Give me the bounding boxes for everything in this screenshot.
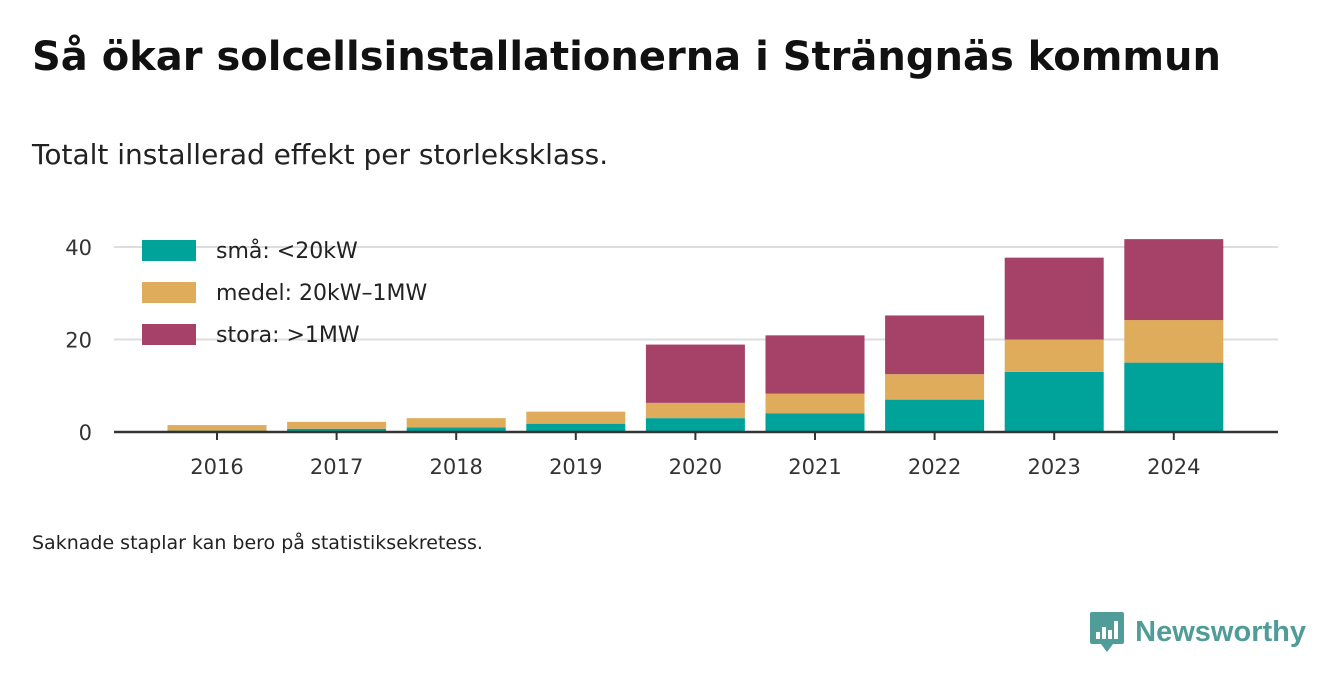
- x-axis-ticks: 2016 2017 2018 2019 2020 2021 2022 2023 2024: [190, 432, 1201, 479]
- newsworthy-logo[interactable]: Newsworthy: [1089, 610, 1306, 654]
- bar-2020-series-0[interactable]: [645, 418, 745, 432]
- legend-label-1: medel: 20kW–1MW: [216, 281, 427, 306]
- legend-label-0: små: <20kW: [216, 238, 358, 264]
- legend: små: <20kW medel: 20kW–1MW stora: >1MW: [142, 238, 427, 348]
- x-tick-label-2021: 2021: [788, 455, 841, 479]
- bar-2018-series-0[interactable]: [406, 427, 506, 432]
- bar-2019-series-1[interactable]: [526, 411, 626, 424]
- y-tick-label-20: 20: [65, 329, 92, 353]
- bar-2020-series-2[interactable]: [645, 344, 745, 403]
- bar-2017-series-1[interactable]: [287, 421, 387, 429]
- bars: [167, 239, 1224, 433]
- brand-name: Newsworthy: [1135, 615, 1306, 648]
- bar-2020-series-1[interactable]: [645, 402, 745, 419]
- bar-2022-series-0[interactable]: [885, 399, 985, 432]
- bar-2017-series-0[interactable]: [287, 428, 387, 432]
- bar-chart-speech-bubble-icon: [1090, 612, 1125, 652]
- legend-swatch-2: [142, 324, 196, 345]
- x-tick-label-2024: 2024: [1147, 455, 1200, 479]
- legend-swatch-1: [142, 282, 196, 303]
- chart-subtitle: Totalt installerad effekt per storlekskl…: [32, 138, 609, 171]
- bar-2023-series-1[interactable]: [1004, 339, 1104, 372]
- bar-2019-series-0[interactable]: [526, 423, 626, 432]
- bar-2024-series-1[interactable]: [1124, 320, 1224, 363]
- y-tick-label-40: 40: [65, 236, 92, 260]
- bar-2022-series-2[interactable]: [885, 315, 985, 375]
- x-tick-label-2019: 2019: [549, 455, 602, 479]
- bar-2024-series-2[interactable]: [1124, 239, 1224, 321]
- legend-item-0[interactable]: små: <20kW: [142, 238, 358, 264]
- bar-2023-series-2[interactable]: [1004, 257, 1104, 340]
- footnote: Saknade staplar kan bero på statistiksek…: [32, 532, 483, 554]
- chart-title: Så ökar solcellsinstallationerna i Strän…: [32, 34, 1222, 80]
- x-tick-label-2023: 2023: [1027, 455, 1080, 479]
- bar-2021-series-2[interactable]: [765, 335, 865, 394]
- x-tick-label-2016: 2016: [190, 455, 243, 479]
- bar-2024-series-0[interactable]: [1124, 362, 1224, 432]
- legend-item-2[interactable]: stora: >1MW: [142, 323, 360, 348]
- bar-2018-series-1[interactable]: [406, 418, 506, 428]
- bar-2022-series-1[interactable]: [885, 374, 985, 400]
- y-axis-ticks: 0 20 40: [65, 236, 92, 445]
- bar-2021-series-1[interactable]: [765, 393, 865, 414]
- legend-item-1[interactable]: medel: 20kW–1MW: [142, 281, 427, 306]
- legend-label-2: stora: >1MW: [216, 323, 360, 348]
- x-tick-label-2020: 2020: [669, 455, 722, 479]
- x-tick-label-2018: 2018: [429, 455, 482, 479]
- bar-2016-series-1[interactable]: [167, 425, 267, 431]
- y-tick-label-0: 0: [79, 421, 92, 445]
- x-tick-label-2017: 2017: [310, 455, 363, 479]
- legend-swatch-0: [142, 240, 196, 261]
- bar-2023-series-0[interactable]: [1004, 371, 1104, 432]
- x-tick-label-2022: 2022: [908, 455, 961, 479]
- bar-2021-series-0[interactable]: [765, 413, 865, 433]
